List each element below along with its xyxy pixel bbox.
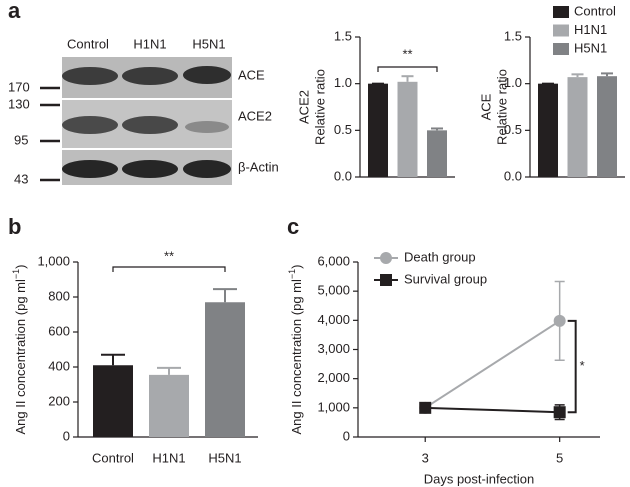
blot-band [183,66,231,84]
blot-band [122,67,178,85]
marker-label: 170 [8,79,30,94]
band-label: β-Actin [238,159,279,174]
western-blot: Control H1N1 H5N1 170 130 95 43 ACE ACE2… [8,36,279,186]
y-tick-label: 1.0 [334,75,352,90]
bar [205,302,245,437]
x-tick-label: 3 [422,450,429,465]
series-line [425,406,560,414]
panel-label: b [8,214,21,239]
y-tick-label: 1,000 [317,399,350,414]
annotation: ** [402,46,412,61]
bar [597,76,617,177]
y-tick-label: 1.5 [504,28,522,43]
point [553,314,566,327]
y-tick-label: 0.0 [504,168,522,183]
legend-label: H1N1 [574,22,607,37]
x-tick-label: H5N1 [208,450,241,465]
x-tick-label: 5 [556,450,563,465]
x-axis-label: Days post-infection [424,471,535,486]
significance-bracket [112,266,226,272]
significance-bracket [377,66,438,72]
legend-marker [380,274,392,286]
lane-label: Control [67,36,109,51]
panel-label: a [8,0,21,23]
legend-label: H5N1 [574,40,607,55]
y-tick-label: 0.0 [334,168,352,183]
legend-label: Death group [404,249,476,264]
annotation: * [580,358,585,373]
bar [397,81,418,177]
y-tick-label: 200 [48,393,70,408]
point [553,406,566,419]
y-axis-label-part: −1 [287,269,297,279]
y-tick-label: 1,000 [37,253,70,268]
y-axis-label-part: Ang II concentration (pg ml [13,279,28,434]
marker-label: 130 [8,96,30,111]
marker-label: 43 [14,171,28,186]
blot-band [122,160,178,178]
x-tick-label: H1N1 [152,450,185,465]
x-tick-label: Control [92,450,134,465]
y-axis-label-part: Ang II concentration (pg ml [289,279,304,434]
bar [368,83,388,177]
y-axis-label: Relative ratio [312,69,327,145]
series-line [424,320,561,409]
y-tick-label: 5,000 [317,283,350,298]
y-axis-label: Ang II concentration (pg ml−1) [11,265,28,435]
legend-swatch [553,6,569,18]
marker-label: 95 [14,132,28,147]
y-tick-label: 3,000 [317,341,350,356]
y-tick-label: 0.5 [334,122,352,137]
y-tick-label: 800 [48,288,70,303]
significance-bracket [567,319,577,414]
blot-band [62,160,118,178]
y-axis-label: Relative ratio [494,69,509,145]
bar [149,374,189,437]
bar [427,130,447,177]
y-tick-label: 1.5 [334,28,352,43]
y-tick-label: 0 [63,428,70,443]
band-label: ACE2 [238,108,272,123]
panel-label: c [287,214,299,239]
y-tick-label: 0.5 [504,122,522,137]
legend-swatch [553,24,569,37]
y-tick-label: 0 [343,428,350,443]
y-tick-label: 4,000 [317,312,350,327]
y-axis-label-part: −1 [11,269,21,279]
lane-label: H5N1 [192,36,225,51]
legend-swatch [553,43,569,55]
band-label: ACE [238,67,265,82]
bar [538,83,558,177]
bar [93,365,133,437]
y-tick-label: 1.0 [504,75,522,90]
blot-band [62,116,118,134]
lane-label: H1N1 [133,36,166,51]
y-tick-label: 2,000 [317,370,350,385]
blot-band [122,116,178,134]
blot-band [62,67,118,85]
y-tick-label: 400 [48,358,70,373]
y-axis-label: ACE [478,93,493,120]
annotation: ** [164,248,174,263]
y-axis-label-part: ) [289,265,304,269]
y-tick-label: 6,000 [317,253,350,268]
y-axis-label-part: ) [13,265,28,269]
legend-marker [380,252,392,264]
y-tick-label: 600 [48,323,70,338]
blot-band [183,160,231,178]
legend-label: Survival group [404,271,487,286]
bar [567,77,588,177]
y-axis-label: Ang II concentration (pg ml−1) [287,265,304,435]
point [419,401,432,414]
blot-band [185,121,229,133]
y-axis-label: ACE2 [296,90,311,124]
legend-label: Control [574,3,616,18]
